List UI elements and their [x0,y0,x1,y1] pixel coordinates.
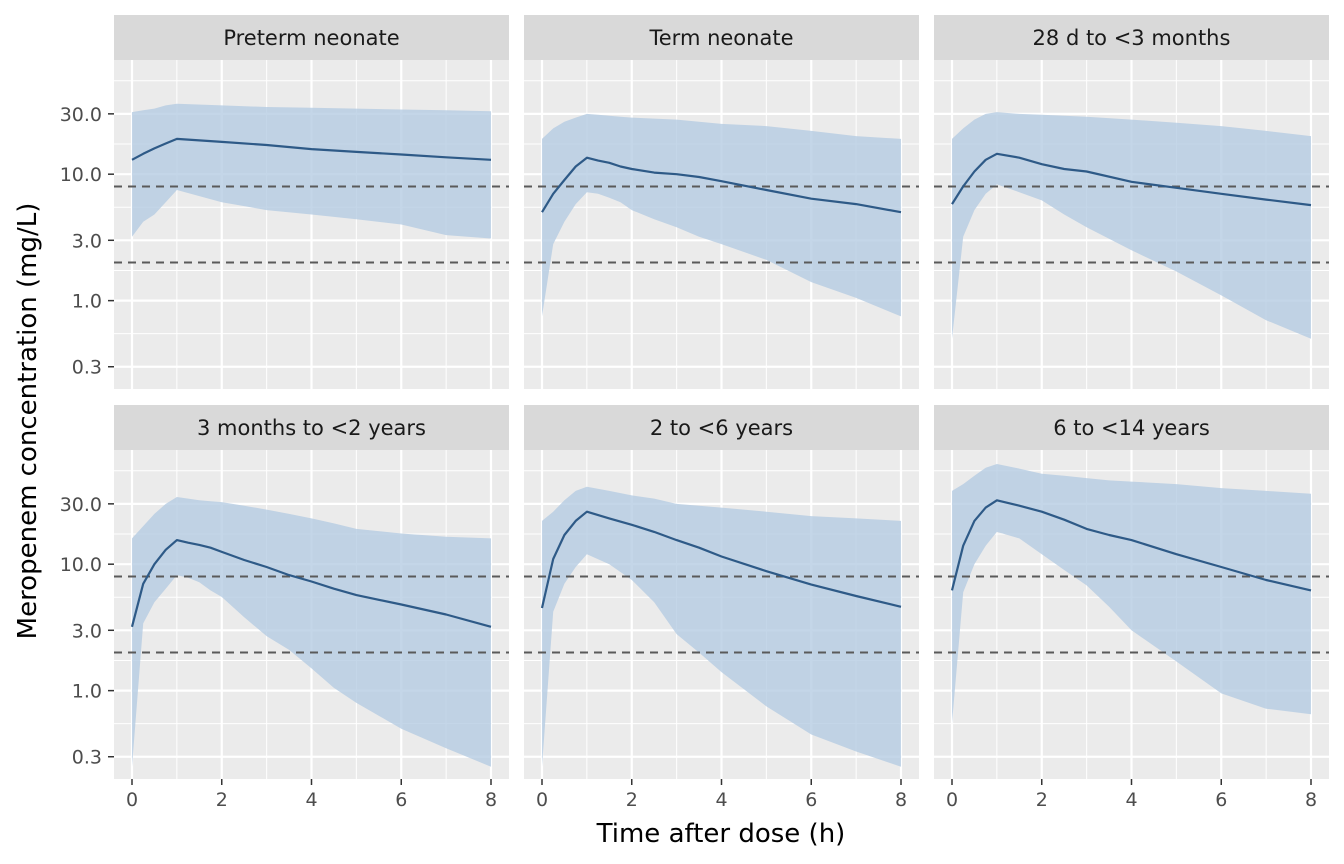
y-tick-label: 10.0 [60,164,102,186]
facet-strip [934,405,1329,450]
x-tick-label: 8 [485,789,497,811]
median-concentration-line [540,510,902,609]
facet-panel: 3 months to <2 years [114,405,509,779]
y-tick-label: 3.0 [72,230,102,252]
facet-strip-label: 28 d to <3 months [1033,26,1231,50]
y-tick-label: 30.0 [60,494,102,516]
x-tick-label: 4 [715,789,727,811]
prediction-interval-ribbon [132,103,491,239]
x-tick-label: 0 [946,789,958,811]
y-tick-label: 30.0 [60,104,102,126]
x-tick-label: 8 [1305,789,1317,811]
x-tick-label: 4 [305,789,317,811]
prediction-interval-ribbon [542,486,901,767]
x-tick-label: 6 [1215,789,1227,811]
axes-layer: 0.3 1.0 3.0 10.0 30.0 0.3 1.0 3.0 10.0 30.0 0 2 4 6 8 0… [60,104,1317,811]
y-tick-label: 3.0 [72,620,102,642]
x-axis-title: Time after dose (h) [596,819,846,849]
facet-strip-label: 6 to <14 years [1053,416,1210,440]
facet-strip [934,15,1329,60]
prediction-interval-ribbon [542,113,901,317]
facet-strip-label: Preterm neonate [223,26,399,50]
x-tick-label: 0 [536,789,548,811]
facet-strip [524,15,919,60]
x-tick-label: 6 [805,789,817,811]
median-concentration-line [951,152,1312,207]
y-tick-label: 1.0 [72,681,102,703]
x-tick-label: 8 [895,789,907,811]
prediction-interval-ribbon [952,464,1311,724]
median-concentration-line [950,499,1312,592]
y-tick-label: 1.0 [72,291,102,313]
facet-strip [524,405,919,450]
facet-strip [114,15,509,60]
x-tick-label: 6 [395,789,407,811]
prediction-interval-ribbon [952,112,1311,339]
facet-strip [114,405,509,450]
median-concentration-line [130,538,492,628]
x-tick-label: 2 [1036,789,1048,811]
x-tick-label: 2 [626,789,638,811]
facet-strip-label: 2 to <6 years [650,416,793,440]
facet-panel: 2 to <6 years [524,405,919,779]
prediction-interval-ribbon [132,497,491,767]
median-concentration-line [541,156,902,214]
x-tick-label: 0 [126,789,138,811]
facet-panel: Preterm neonate [114,15,509,389]
y-axis-title: Meropenem concentration (mg/L) [13,203,43,640]
y-tick-label: 0.3 [72,357,102,379]
y-tick-label: 0.3 [72,747,102,769]
facet-panel: 6 to <14 years [934,405,1329,779]
panels-layer: Preterm neonate Term neonate 28 d to <3 mo… [114,15,1329,779]
y-tick-label: 10.0 [60,554,102,576]
median-concentration-line [131,137,492,161]
facet-panel: Term neonate [524,15,919,389]
facet-panel: 28 d to <3 months [934,15,1329,389]
x-tick-label: 2 [216,789,228,811]
facet-strip-label: 3 months to <2 years [197,416,426,440]
facet-strip-label: Term neonate [649,26,794,50]
x-tick-label: 4 [1125,789,1137,811]
